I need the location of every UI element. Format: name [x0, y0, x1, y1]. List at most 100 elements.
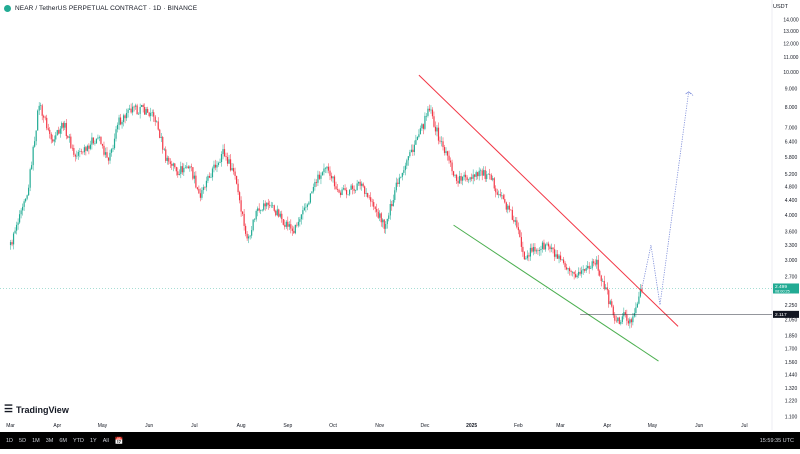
candle-up — [326, 166, 328, 169]
x-tick-label: Jun — [695, 423, 703, 429]
candle-up — [385, 224, 387, 229]
candle-up — [312, 186, 315, 192]
x-tick-label: Jul — [741, 423, 747, 429]
candle-down — [245, 225, 247, 234]
candle-up — [252, 219, 254, 231]
tradingview-icon: ☰ — [4, 404, 13, 415]
range-button-1y[interactable]: 1Y — [89, 437, 97, 444]
candle-down — [449, 160, 452, 163]
candle-down — [508, 205, 510, 210]
candle-up — [635, 307, 637, 313]
currency-label[interactable]: USDT — [773, 4, 788, 10]
candle-up — [138, 113, 140, 115]
candle-down — [345, 190, 348, 195]
range-button-6m[interactable]: 6M — [59, 437, 67, 444]
support-level-badge[interactable] — [773, 310, 799, 318]
candle-down — [136, 105, 138, 115]
range-button-1m[interactable]: 1M — [32, 437, 40, 444]
time-range-group: 1D 5D 1M 3M 6M YTD 1Y All — [0, 438, 109, 444]
candle-down — [543, 242, 545, 250]
candle-up — [231, 168, 233, 171]
candle-down — [154, 116, 156, 122]
candle-down — [290, 224, 292, 229]
support-level-value: 2.117 — [775, 312, 787, 318]
candle-up — [216, 164, 218, 168]
candle-up — [91, 137, 93, 145]
candle-up — [546, 243, 548, 245]
candle-up — [576, 275, 578, 278]
candle-down — [559, 255, 562, 260]
candle-down — [612, 306, 614, 316]
candle-up — [183, 167, 185, 173]
resistance-line[interactable] — [418, 74, 679, 327]
binance-icon — [4, 4, 11, 12]
candle-up — [303, 207, 305, 211]
tradingview-logo[interactable]: ☰ TradingView — [4, 404, 69, 415]
symbol-title[interactable]: NEAR / TetherUS PERPETUAL CONTRACT · 1D … — [15, 4, 198, 12]
candle-down — [451, 162, 453, 172]
candle-down — [516, 220, 518, 228]
candle-down — [327, 166, 330, 171]
candle-up — [160, 136, 162, 138]
candle-down — [439, 140, 441, 142]
candle-up — [427, 108, 429, 116]
candle-down — [383, 219, 385, 229]
range-button-all[interactable]: All — [102, 437, 109, 444]
candle-up — [633, 312, 635, 317]
candle-up — [629, 319, 631, 324]
candle-up — [95, 138, 98, 144]
candle-down — [504, 199, 506, 203]
candle-down — [58, 130, 60, 134]
candle-down — [606, 287, 608, 291]
candle-up — [529, 247, 532, 257]
candle-down — [523, 252, 525, 260]
candle-down — [371, 201, 373, 203]
candle-up — [404, 165, 406, 171]
candle-down — [49, 129, 51, 134]
candle-down — [171, 163, 173, 166]
candle-down — [474, 174, 476, 177]
candle-down — [517, 227, 519, 231]
candle-up — [156, 121, 158, 123]
candle-up — [55, 135, 57, 140]
candle-up — [260, 210, 262, 211]
candle-up — [306, 204, 308, 207]
y-tick-label: 3.600 — [785, 229, 798, 235]
support-line[interactable] — [453, 224, 659, 362]
range-button-1d[interactable]: 1D — [6, 437, 14, 444]
projection-path[interactable] — [641, 91, 694, 305]
candle-down — [471, 177, 473, 179]
candle-down — [278, 209, 280, 217]
x-tick-label: Mar — [6, 423, 15, 429]
candle-up — [37, 110, 39, 131]
y-tick-label: 8.000 — [785, 105, 798, 111]
candle-down — [159, 129, 161, 138]
candle-down — [177, 171, 179, 176]
candle-up — [104, 152, 107, 155]
candle-up — [213, 164, 215, 169]
candle-down — [618, 317, 620, 324]
candle-down — [370, 197, 372, 202]
range-button-3m[interactable]: 3M — [45, 437, 54, 444]
y-tick-label: 2.050 — [785, 317, 798, 323]
last-price-badge[interactable] — [773, 283, 799, 294]
range-button-ytd[interactable]: YTD — [72, 437, 84, 444]
candle-up — [525, 258, 527, 260]
range-button-5d[interactable]: 5D — [19, 437, 27, 444]
calendar-icon[interactable]: 📅 — [114, 437, 124, 445]
candle-up — [386, 218, 388, 225]
candle-up — [294, 224, 296, 234]
candle-up — [125, 112, 128, 119]
candle-down — [600, 275, 602, 282]
candle-down — [336, 189, 339, 190]
candle-down — [187, 166, 189, 169]
time-axis: Mar Apr May Jun Jul Aug Sep Oct Nov Dec 2025 Feb Mar… — [6, 423, 747, 429]
candle-down — [240, 200, 242, 212]
candle-up — [514, 220, 516, 222]
candle-down — [434, 126, 437, 132]
candle-down — [575, 274, 577, 278]
candle-up — [475, 172, 477, 177]
candle-down — [437, 127, 440, 141]
candle-up — [128, 108, 131, 110]
